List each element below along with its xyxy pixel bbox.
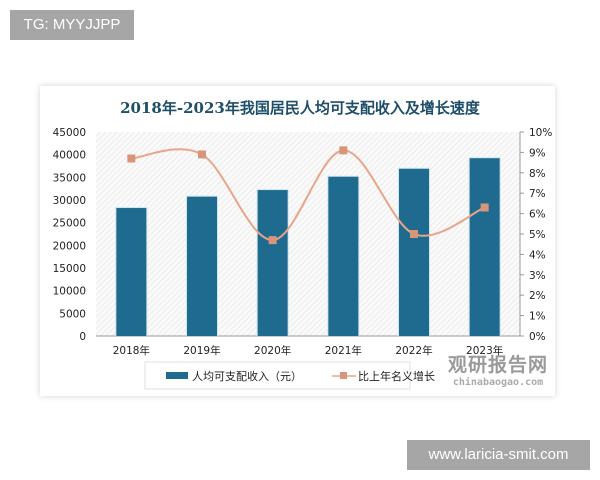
growth-point <box>198 150 206 159</box>
x-tick-label: 2019年 <box>183 344 220 357</box>
y-right-tick-label: 9% <box>529 147 546 159</box>
legend <box>144 361 411 390</box>
tg-label: TG: MYYJJPP <box>10 10 134 40</box>
bar <box>116 208 147 336</box>
watermark: 观研报告网 chinabaogao.com <box>448 350 548 388</box>
y-right-tick-label: 6% <box>529 209 546 221</box>
growth-point <box>268 236 277 245</box>
site-label: www.laricia-smit.com <box>407 440 590 470</box>
y-left-tick-label: 20000 <box>53 240 86 252</box>
growth-point <box>410 230 418 238</box>
y-left-tick-label: 0 <box>79 331 86 343</box>
x-tick-label: 2021年 <box>325 344 362 357</box>
y-left-tick-label: 25000 <box>53 218 86 230</box>
y-left-tick-label: 30000 <box>53 195 86 207</box>
y-left-tick-label: 40000 <box>53 150 86 162</box>
watermark-en: chinabaogao.com <box>452 377 544 388</box>
y-right-tick-label: 1% <box>529 311 546 323</box>
x-tick-label: 2018年 <box>113 344 150 357</box>
growth-point <box>480 203 489 212</box>
x-tick-label: 2022年 <box>395 344 432 357</box>
y-right-tick-label: 0% <box>529 331 546 343</box>
y-left-tick-label: 45000 <box>53 127 86 139</box>
y-right-tick-label: 5% <box>529 229 546 241</box>
y-right-tick-label: 2% <box>529 290 546 302</box>
legend-bar-label: 人均可支配收入（元） <box>192 369 302 383</box>
growth-point <box>339 146 348 155</box>
watermark-cn: 观研报告网 <box>448 354 549 376</box>
bar <box>187 196 217 336</box>
y-left-tick-label: 10000 <box>53 286 86 298</box>
chart-title: 2018年-2023年我国居民人均可支配收入及增长速度 <box>120 99 481 117</box>
y-left-tick-label: 35000 <box>53 172 86 184</box>
y-right-tick-label: 10% <box>529 127 552 139</box>
y-right-tick-label: 3% <box>529 270 546 282</box>
y-right-tick-label: 4% <box>529 249 546 261</box>
x-tick-label: 2020年 <box>254 344 291 357</box>
bar <box>328 176 359 336</box>
bar <box>469 158 500 336</box>
legend-line-marker <box>340 372 347 379</box>
bar <box>257 190 288 336</box>
growth-point <box>127 154 136 163</box>
bar <box>399 168 429 336</box>
y-right-tick-label: 7% <box>529 188 546 200</box>
y-right-tick-label: 8% <box>529 168 546 180</box>
x-tick-label: 2023年 <box>466 344 503 357</box>
legend-line-label: 比上年名义增长 <box>358 369 435 383</box>
y-left-tick-label: 15000 <box>53 263 86 275</box>
legend-bar-swatch <box>166 372 188 379</box>
y-left-tick-label: 5000 <box>59 308 86 320</box>
plot-area <box>96 132 520 336</box>
